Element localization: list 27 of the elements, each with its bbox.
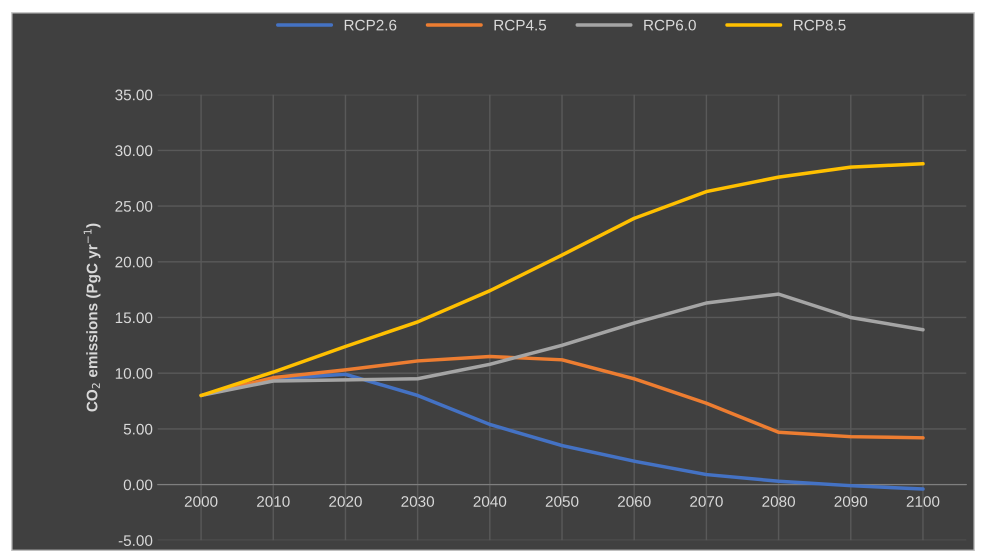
line-series — [199, 292, 925, 398]
x-tick-label: 2020 — [329, 496, 362, 507]
x-tick-label: 2040 — [474, 496, 506, 507]
y-tick-label: 5.00 — [124, 424, 152, 435]
x-tick-label: 2080 — [762, 496, 795, 507]
y-tick-label: 35.00 — [115, 90, 152, 100]
legend-label: RCP8.5 — [794, 20, 846, 31]
y-tick-label: -5.00 — [118, 535, 152, 546]
x-tick-label: 2100 — [906, 496, 940, 507]
y-tick-label: 15.00 — [116, 312, 152, 324]
x-tick-label: 2070 — [690, 496, 723, 507]
x-tick-label: 2000 — [184, 496, 218, 507]
x-tick-label: 2090 — [834, 496, 868, 507]
legend-label: RCP6.0 — [644, 20, 696, 31]
y-axis-title: CO$_{2}$ emissions (PgC yr$^{−1}$) — [84, 224, 101, 412]
line-series — [199, 162, 925, 398]
legend-label: RCP4.5 — [494, 20, 546, 31]
x-tick-label: 2060 — [618, 496, 651, 507]
y-tick-label: 10.00 — [116, 368, 152, 379]
y-tick-label: 0.00 — [124, 479, 152, 490]
y-tick-label: 20.00 — [115, 256, 152, 268]
x-tick-label: 2050 — [546, 496, 578, 507]
x-tick-label: 2030 — [401, 496, 434, 507]
x-tick-label: 2010 — [257, 496, 290, 507]
legend-label: RCP2.6 — [344, 20, 396, 31]
y-tick-label: 30.00 — [115, 145, 152, 156]
y-tick-label: 25.00 — [115, 200, 152, 212]
